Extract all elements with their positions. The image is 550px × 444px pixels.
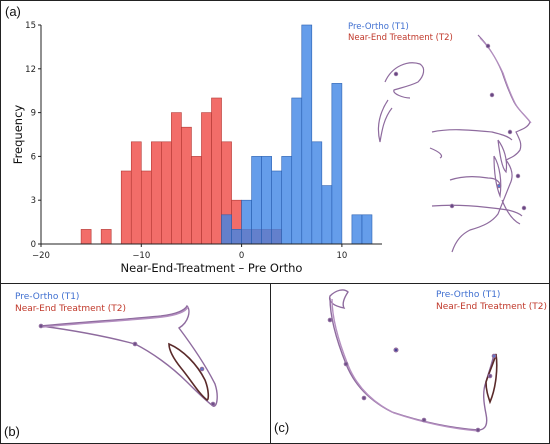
landmark-ans xyxy=(507,129,513,135)
bar-t1-13 xyxy=(351,214,363,245)
y-axis-label: Frequency xyxy=(11,105,25,165)
orbit-outline xyxy=(384,62,425,99)
x-axis-label: Near-End-Treatment – Pre Ortho xyxy=(121,261,303,275)
bar-t1-4 xyxy=(261,156,272,245)
legend-a-t1: Pre-Ortho (T1) xyxy=(348,22,409,32)
bar-t2-12 xyxy=(201,112,212,245)
x-tick-label-2: 0 xyxy=(239,251,244,261)
landmark-c-3 xyxy=(393,347,399,353)
bar-t1-6 xyxy=(281,156,293,245)
landmark-c-7 xyxy=(491,353,497,359)
mandible-body xyxy=(329,297,495,431)
landmark-orbitale xyxy=(489,92,495,98)
landmark-c-6 xyxy=(475,427,481,433)
landmark-me xyxy=(496,183,502,189)
bar-t2-13 xyxy=(211,97,222,245)
landmark-c-4 xyxy=(361,395,367,401)
landmark-go xyxy=(449,203,455,209)
legend-a-t2: Near-End Treatment (T2) xyxy=(348,33,453,43)
landmark-nasion xyxy=(485,43,491,49)
mandible-tracing xyxy=(327,289,498,433)
legend-b-t2: Near-End Treatment (T2) xyxy=(15,304,126,314)
panel-a: −20 −10 0 10 0 3 6 9 12 15 Near-End-Treatment – Pr… xyxy=(11,21,532,275)
bar-t2-4 xyxy=(120,170,132,245)
x-tick-label-0: −20 xyxy=(32,251,50,261)
landmark-b-1 xyxy=(38,323,44,329)
profile-soft-tissue xyxy=(451,34,531,253)
landmark-b xyxy=(521,205,527,211)
bar-t1-3 xyxy=(251,156,262,245)
landmark-c-2 xyxy=(343,361,349,367)
chin-line xyxy=(501,199,521,225)
incisor-upper xyxy=(497,139,508,174)
legend-b-t1: Pre-Ortho (T1) xyxy=(15,292,79,302)
bar-t2-9 xyxy=(171,112,182,245)
y-tick-label-0: 0 xyxy=(31,240,36,250)
bar-t1-7 xyxy=(291,97,303,245)
mandible-body-t2 xyxy=(331,298,480,432)
bar-t1-5 xyxy=(271,170,283,245)
bar-t2-2 xyxy=(100,229,112,245)
palate-outline xyxy=(40,304,218,407)
landmark-b-3 xyxy=(199,366,205,372)
bar-t1-14 xyxy=(361,214,373,245)
panel-c: Pre-Ortho (T1) Near-End Treatment (T2) xyxy=(327,289,547,433)
maxilla-line xyxy=(429,147,443,159)
landmark-b-4 xyxy=(210,401,216,407)
landmark-c-8 xyxy=(487,373,493,379)
landmark-pog xyxy=(515,173,521,179)
y-tick-label-2: 6 xyxy=(31,152,36,162)
bar-t1-8 xyxy=(301,24,313,245)
histogram: −20 −10 0 10 0 3 6 9 12 15 Near-End-Treatment – Pr… xyxy=(11,21,453,275)
symphysis xyxy=(485,353,498,405)
panel-divider-horizontal xyxy=(0,283,550,284)
panel-label-a: (a) xyxy=(5,4,21,19)
bar-t2-0 xyxy=(80,229,92,245)
palate-line xyxy=(431,129,513,141)
x-tick-label-3: 10 xyxy=(336,251,347,261)
y-tick-label-4: 12 xyxy=(25,65,36,75)
y-tick-label-1: 3 xyxy=(31,196,36,206)
landmark-b-2 xyxy=(132,341,138,347)
bar-t2-6 xyxy=(140,170,152,245)
x-tick-label-1: −10 xyxy=(132,251,150,261)
landmark-c-5 xyxy=(421,417,427,423)
bar-t1-9 xyxy=(311,141,323,245)
bar-t2-5 xyxy=(130,141,142,245)
panel-b: Pre-Ortho (T1) Near-End Treatment (T2) xyxy=(15,292,218,407)
profile-tracing xyxy=(377,34,532,253)
palate-outline-t2 xyxy=(42,306,189,328)
panel-label-c: (c) xyxy=(274,420,290,435)
profile-soft-tissue-2 xyxy=(479,37,532,124)
legend-c-t2: Near-End Treatment (T2) xyxy=(436,302,547,312)
bar-t1-0 xyxy=(221,214,232,245)
bar-t1-10 xyxy=(321,185,333,245)
landmark-sella xyxy=(393,71,399,77)
bar-t1-1 xyxy=(231,229,242,245)
incisor-lower xyxy=(493,155,502,199)
landmark-c-1 xyxy=(327,317,333,323)
bar-t2-10 xyxy=(181,126,192,245)
bar-t2-7 xyxy=(151,141,162,245)
mandible-lower-border xyxy=(431,204,523,217)
y-tick-label-5: 15 xyxy=(25,21,36,31)
panel-label-b: (b) xyxy=(4,424,20,439)
y-tick-label-3: 9 xyxy=(31,109,36,119)
palate-tracing xyxy=(38,304,218,407)
bar-t1-11 xyxy=(331,83,343,245)
panel-divider-vertical xyxy=(270,283,271,444)
bar-t2-8 xyxy=(161,141,172,245)
incisor-b xyxy=(168,342,210,401)
legend-c-t1: Pre-Ortho (T1) xyxy=(436,290,500,300)
mandible-line xyxy=(449,176,501,185)
bar-t2-11 xyxy=(191,156,202,245)
nasal-outline xyxy=(377,99,393,143)
bar-t1-2 xyxy=(241,199,252,245)
